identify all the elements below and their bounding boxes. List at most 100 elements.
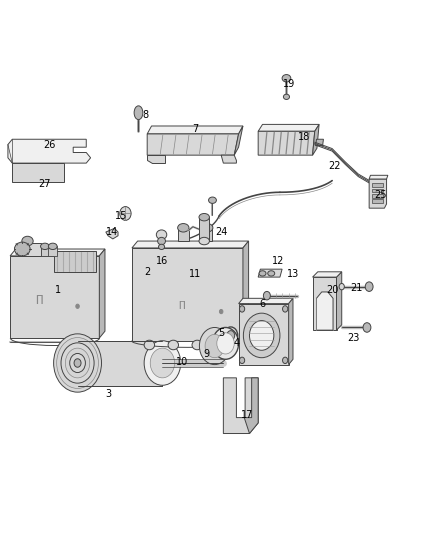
Polygon shape — [289, 298, 293, 365]
Polygon shape — [317, 292, 333, 330]
Text: 12: 12 — [272, 256, 284, 266]
Text: 17: 17 — [241, 410, 254, 420]
Ellipse shape — [263, 292, 270, 300]
Ellipse shape — [74, 359, 81, 367]
Ellipse shape — [283, 357, 288, 364]
Ellipse shape — [199, 237, 209, 245]
Ellipse shape — [76, 304, 79, 309]
Ellipse shape — [158, 237, 166, 245]
Polygon shape — [221, 155, 237, 163]
Ellipse shape — [22, 236, 33, 246]
Ellipse shape — [199, 327, 230, 365]
Ellipse shape — [259, 271, 266, 276]
Polygon shape — [8, 139, 91, 163]
Ellipse shape — [144, 340, 155, 350]
Polygon shape — [313, 272, 342, 277]
Polygon shape — [147, 126, 243, 134]
Ellipse shape — [41, 243, 49, 249]
Ellipse shape — [48, 243, 57, 249]
Text: 3: 3 — [105, 389, 111, 399]
Ellipse shape — [134, 106, 143, 119]
Ellipse shape — [14, 242, 30, 256]
Ellipse shape — [283, 306, 288, 312]
Ellipse shape — [219, 310, 223, 314]
Polygon shape — [239, 298, 293, 304]
Polygon shape — [132, 248, 243, 341]
Bar — [178, 228, 188, 241]
Bar — [48, 246, 57, 256]
Ellipse shape — [192, 340, 202, 350]
Ellipse shape — [178, 223, 189, 232]
Polygon shape — [99, 249, 105, 338]
Ellipse shape — [283, 94, 290, 100]
Polygon shape — [223, 378, 258, 433]
Bar — [372, 183, 383, 187]
Polygon shape — [147, 134, 239, 155]
Polygon shape — [244, 378, 258, 433]
Ellipse shape — [199, 214, 209, 221]
Polygon shape — [313, 124, 319, 155]
Ellipse shape — [244, 313, 280, 358]
Text: 2: 2 — [144, 267, 150, 277]
Text: 21: 21 — [350, 282, 362, 293]
Text: 24: 24 — [215, 227, 227, 237]
Ellipse shape — [212, 327, 239, 359]
Ellipse shape — [365, 282, 373, 292]
Polygon shape — [239, 304, 289, 365]
Polygon shape — [78, 341, 162, 386]
Polygon shape — [258, 131, 315, 155]
Text: 13: 13 — [287, 270, 299, 279]
Text: П: П — [35, 294, 42, 306]
Text: 18: 18 — [298, 132, 310, 142]
Bar — [41, 246, 49, 256]
Ellipse shape — [70, 353, 85, 373]
Text: П: П — [179, 301, 185, 311]
Bar — [201, 228, 212, 241]
Ellipse shape — [61, 343, 94, 383]
Ellipse shape — [65, 348, 90, 378]
Bar — [372, 194, 383, 198]
Polygon shape — [369, 179, 387, 208]
Polygon shape — [18, 243, 41, 256]
Ellipse shape — [227, 330, 235, 340]
Bar — [199, 217, 209, 241]
Polygon shape — [132, 241, 249, 248]
Polygon shape — [258, 269, 282, 277]
Text: 26: 26 — [43, 140, 56, 150]
Ellipse shape — [217, 333, 234, 354]
Polygon shape — [258, 124, 319, 131]
Text: 8: 8 — [142, 110, 148, 120]
Ellipse shape — [159, 244, 165, 249]
Ellipse shape — [53, 334, 102, 392]
Ellipse shape — [224, 327, 238, 344]
Text: 16: 16 — [156, 256, 169, 266]
Bar — [372, 189, 383, 192]
Polygon shape — [53, 251, 96, 272]
Polygon shape — [336, 272, 342, 330]
Ellipse shape — [120, 207, 131, 220]
Polygon shape — [316, 139, 323, 146]
Ellipse shape — [250, 320, 274, 350]
Ellipse shape — [57, 337, 99, 389]
Ellipse shape — [156, 230, 167, 239]
Ellipse shape — [205, 334, 224, 358]
Polygon shape — [369, 175, 388, 179]
Text: 23: 23 — [348, 333, 360, 343]
Text: 22: 22 — [328, 161, 341, 171]
Polygon shape — [10, 249, 105, 256]
Ellipse shape — [144, 341, 181, 385]
Polygon shape — [313, 277, 336, 330]
Ellipse shape — [240, 357, 245, 364]
Text: 6: 6 — [259, 298, 265, 309]
Text: 9: 9 — [203, 349, 209, 359]
Text: 5: 5 — [218, 328, 224, 338]
Ellipse shape — [363, 322, 371, 332]
Polygon shape — [10, 256, 99, 338]
Text: 20: 20 — [326, 285, 338, 295]
Text: 15: 15 — [115, 211, 127, 221]
Text: 1: 1 — [55, 285, 61, 295]
Polygon shape — [12, 163, 64, 182]
Ellipse shape — [240, 306, 245, 312]
Text: 4: 4 — [233, 338, 240, 349]
Polygon shape — [147, 155, 165, 163]
